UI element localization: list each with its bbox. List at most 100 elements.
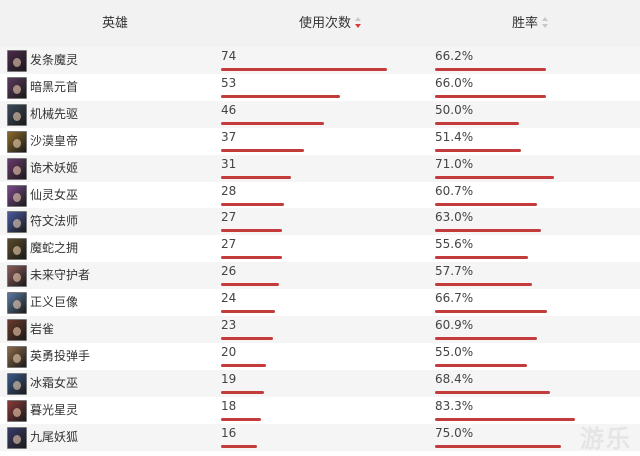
hero-avatar[interactable]: [7, 76, 27, 99]
hero-avatar[interactable]: [7, 292, 27, 315]
usage-count: 20: [221, 344, 237, 359]
hero-avatar[interactable]: [7, 426, 27, 449]
usage-count: 37: [221, 129, 237, 144]
winrate-value: 50.0%: [435, 102, 474, 117]
hero-avatar-face: [13, 84, 21, 94]
table-row[interactable]: 发条魔灵 74 66.2%: [0, 47, 640, 74]
table-row[interactable]: 符文法师 27 63.0%: [0, 208, 640, 236]
usage-count: 19: [221, 371, 237, 386]
hero-avatar-face: [13, 434, 21, 444]
hero-name[interactable]: 九尾妖狐: [30, 429, 79, 444]
hero-avatar[interactable]: [7, 319, 27, 341]
hero-avatar[interactable]: [7, 157, 27, 180]
hero-name[interactable]: 机械先驱: [30, 106, 79, 121]
table-row[interactable]: 仙灵女巫 28 60.7%: [0, 182, 640, 209]
usage-count: 53: [221, 75, 237, 90]
watermark: 游乐: [580, 425, 632, 453]
column-header-winrate[interactable]: 胜率: [450, 0, 610, 47]
table-row[interactable]: 魔蛇之拥 27 55.6%: [0, 235, 640, 262]
winrate-value: 68.4%: [435, 371, 474, 386]
sort-icon[interactable]: [542, 17, 548, 28]
winrate-bar: [435, 390, 550, 394]
hero-name[interactable]: 英勇投弹手: [30, 348, 91, 363]
usage-bar: [221, 94, 340, 98]
hero-avatar-face: [13, 111, 21, 121]
usage-bar: [221, 444, 257, 448]
hero-avatar-face: [13, 138, 21, 148]
table-row[interactable]: 正义巨像 24 66.7%: [0, 289, 640, 316]
hero-name[interactable]: 诡术妖姬: [30, 160, 79, 175]
winrate-value: 60.7%: [435, 183, 474, 198]
hero-avatar[interactable]: [7, 130, 27, 153]
hero-name[interactable]: 暗黑元首: [30, 79, 79, 94]
hero-avatar[interactable]: [7, 184, 27, 207]
winrate-value: 55.0%: [435, 344, 474, 359]
table-row[interactable]: 沙漠皇帝 37 51.4%: [0, 128, 640, 155]
hero-avatar-face: [13, 273, 21, 283]
hero-avatar-face: [13, 58, 21, 67]
table-row[interactable]: 诡术妖姬 31 71.0%: [0, 154, 640, 182]
usage-count: 27: [221, 210, 237, 225]
usage-bar: [221, 256, 282, 260]
usage-bar: [221, 121, 324, 125]
hero-name[interactable]: 发条魔灵: [30, 53, 79, 67]
hero-avatar-face: [13, 327, 21, 336]
hero-name[interactable]: 正义巨像: [30, 295, 79, 310]
column-header-hero: 英雄: [40, 0, 190, 47]
winrate-bar: [435, 417, 575, 421]
table-row[interactable]: 九尾妖狐 16 75.0%: [0, 423, 640, 451]
winrate-value: 55.6%: [435, 237, 474, 252]
winrate-bar: [435, 202, 537, 206]
hero-name[interactable]: 符文法师: [30, 214, 79, 229]
hero-avatar[interactable]: [7, 103, 27, 126]
hero-name[interactable]: 未来守护者: [30, 268, 91, 283]
usage-bar: [221, 202, 284, 206]
hero-avatar[interactable]: [7, 372, 27, 395]
table-row[interactable]: 冰霜女巫 19 68.4%: [0, 369, 640, 397]
table-row[interactable]: 暗黑元首 53 66.0%: [0, 74, 640, 101]
usage-count: 18: [221, 398, 237, 413]
usage-count: 31: [221, 156, 237, 171]
column-header-usage[interactable]: 使用次数: [250, 0, 410, 47]
winrate-value: 66.2%: [435, 49, 474, 63]
hero-avatar-face: [13, 219, 21, 229]
hero-avatar-face: [13, 353, 21, 363]
table-row[interactable]: 英勇投弹手 20 55.0%: [0, 343, 640, 370]
winrate-value: 66.0%: [435, 75, 474, 90]
winrate-bar: [435, 68, 546, 71]
hero-avatar[interactable]: [7, 50, 27, 72]
hero-avatar[interactable]: [7, 265, 27, 288]
usage-bar: [221, 148, 304, 152]
table-row[interactable]: 机械先驱 46 50.0%: [0, 100, 640, 128]
hero-name[interactable]: 暮光星灵: [30, 402, 79, 417]
sort-icon[interactable]: [355, 17, 361, 28]
hero-avatar[interactable]: [7, 211, 27, 234]
column-header-usage-label: 使用次数: [298, 16, 351, 31]
usage-count: 46: [221, 102, 237, 117]
usage-bar: [221, 310, 275, 314]
hero-name[interactable]: 岩雀: [30, 322, 55, 336]
table-header: 英雄 使用次数 胜率: [0, 0, 640, 48]
hero-name[interactable]: 冰霜女巫: [30, 375, 79, 390]
usage-count: 27: [221, 237, 237, 252]
usage-count: 24: [221, 291, 237, 306]
hero-avatar-face: [13, 165, 21, 175]
hero-avatar[interactable]: [7, 238, 27, 261]
winrate-bar: [435, 310, 547, 314]
winrate-value: 63.0%: [435, 210, 474, 225]
usage-bar: [221, 363, 266, 367]
hero-name[interactable]: 魔蛇之拥: [30, 241, 79, 256]
hero-name[interactable]: 沙漠皇帝: [30, 133, 79, 148]
usage-bar: [221, 229, 282, 233]
hero-avatar[interactable]: [7, 399, 27, 422]
winrate-bar: [435, 363, 527, 367]
table-row[interactable]: 未来守护者 26 57.7%: [0, 262, 640, 290]
hero-avatar-face: [13, 380, 21, 390]
usage-count: 23: [221, 318, 237, 332]
table-row[interactable]: 暮光星灵 18 83.3%: [0, 397, 640, 424]
hero-name[interactable]: 仙灵女巫: [30, 187, 79, 202]
hero-avatar[interactable]: [7, 345, 27, 368]
winrate-value: 75.0%: [435, 425, 474, 440]
table-row[interactable]: 岩雀 23 60.9%: [0, 316, 640, 343]
winrate-bar: [435, 256, 528, 260]
